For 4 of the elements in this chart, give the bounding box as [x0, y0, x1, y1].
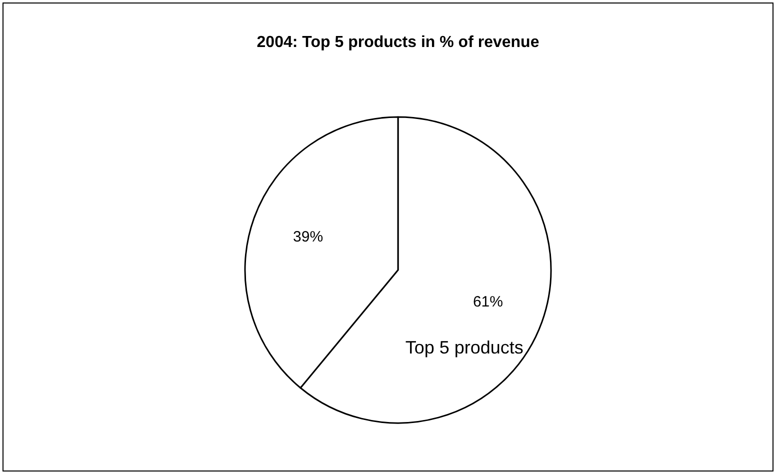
data-label: 39%: [293, 228, 324, 246]
data-label: 61%: [472, 293, 503, 310]
slice-label: Top 5 products: [405, 337, 524, 358]
chart-title: 2004: Top 5 products in % of revenue: [256, 34, 540, 51]
